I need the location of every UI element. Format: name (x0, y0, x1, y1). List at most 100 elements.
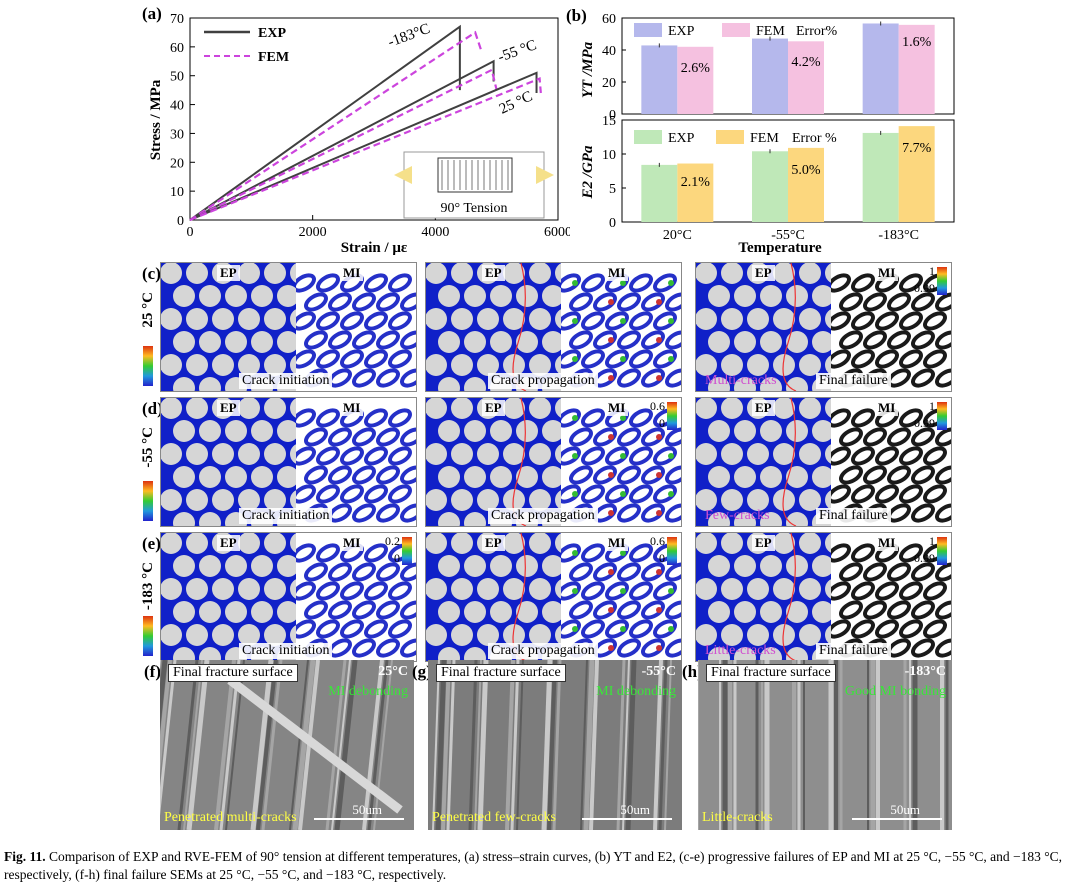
fiber-streak (160, 660, 172, 774)
colorbar-max: 0.2 (385, 534, 400, 548)
fiber (264, 398, 286, 419)
fiber-streak (474, 660, 482, 830)
damage-spot (620, 280, 626, 286)
interphase-ring (581, 619, 605, 639)
category-label: 20°C (663, 228, 692, 243)
interphase-ring (923, 484, 947, 504)
interphase-ring (831, 311, 851, 331)
fiber (812, 555, 831, 577)
fiber (825, 579, 831, 599)
fiber (199, 466, 221, 488)
fiber (264, 533, 286, 554)
fiber (161, 398, 182, 419)
fiber (212, 443, 234, 465)
damage-spot (620, 550, 626, 556)
legend-fem-label: FEM (258, 50, 289, 65)
damage-spot (608, 434, 614, 440)
interphase-ring (923, 311, 947, 331)
fiber-texture (432, 660, 672, 830)
fiber (708, 601, 730, 623)
interphase-ring (665, 465, 681, 485)
y-tick-label: 20 (170, 156, 184, 171)
interphase-ring (851, 349, 875, 369)
fiber (186, 489, 208, 511)
stage-label: Final failure (816, 508, 891, 524)
fiber (251, 466, 273, 488)
fem-panel-d1: EP MI Crack initiation (160, 397, 417, 527)
interphase-ring (364, 543, 388, 563)
interphase-ring (629, 273, 653, 293)
colorbar (937, 537, 947, 565)
fiber (799, 398, 821, 419)
damage-spot (656, 510, 662, 516)
y-axis-label: Stress / MPa (148, 79, 164, 160)
fiber (799, 443, 821, 465)
fem-panel-d2: EP MI 0.6 0 Crack propagation (425, 397, 682, 527)
fiber (251, 420, 273, 442)
interphase-ring (831, 484, 851, 504)
fiber (464, 377, 486, 391)
interphase-ring (839, 600, 863, 620)
interphase-ring (851, 484, 875, 504)
fiber (438, 377, 460, 391)
interphase-ring (641, 600, 665, 620)
interphase-ring (352, 562, 376, 582)
x-tick-label: 2000 (299, 225, 327, 240)
interphase-ring (400, 638, 416, 658)
interphase-ring (561, 543, 581, 563)
fiber (199, 377, 221, 391)
fem-bar (677, 163, 714, 222)
mi-tag: MI (875, 400, 899, 416)
exp-bar (641, 45, 678, 114)
stage-label: Final failure (816, 643, 891, 659)
interphase-ring (364, 619, 388, 639)
fiber-streak (186, 660, 210, 830)
interphase-ring (899, 484, 923, 504)
fiber-streak (183, 660, 203, 830)
colorbar-legend (143, 616, 153, 656)
interphase-ring (665, 427, 681, 447)
fiber (426, 308, 447, 330)
fiber (503, 308, 525, 330)
fiber (812, 420, 831, 442)
interphase-ring (899, 408, 923, 428)
interphase-ring (581, 581, 605, 601)
colorbar (667, 402, 677, 430)
fiber (161, 489, 182, 511)
interphase-ring (851, 311, 875, 331)
interphase-ring (911, 330, 935, 350)
fiber (212, 489, 234, 511)
fiber (173, 601, 195, 623)
interphase-ring (364, 349, 388, 369)
fiber-streak (541, 660, 553, 830)
fiber (825, 625, 831, 645)
interphase-ring (875, 581, 899, 601)
interphase-ring (569, 562, 593, 582)
interphase-ring (875, 446, 899, 466)
interphase-ring (911, 503, 935, 523)
fiber (773, 308, 795, 330)
interphase-ring (863, 292, 887, 312)
damage-spot (620, 318, 626, 324)
crack-count-label: Few-cracks (705, 508, 770, 523)
interphase-ring (617, 427, 641, 447)
fiber (438, 466, 460, 488)
fiber (786, 512, 808, 526)
fiber (503, 533, 525, 554)
interphase-ring (304, 562, 328, 582)
fiber (555, 398, 561, 418)
fiber (238, 443, 260, 465)
fiber (464, 285, 486, 307)
fiber-streak (510, 660, 520, 830)
fiber-streak (373, 660, 393, 830)
fiber (186, 578, 208, 600)
fiber (199, 331, 221, 353)
interphase-ring (665, 503, 681, 523)
fiber (251, 285, 273, 307)
damage-spot (656, 337, 662, 343)
fiber (161, 308, 182, 330)
fiber (290, 533, 296, 553)
fiber (451, 624, 473, 646)
pulled-fiber (227, 676, 403, 814)
interphase-ring (388, 619, 412, 639)
